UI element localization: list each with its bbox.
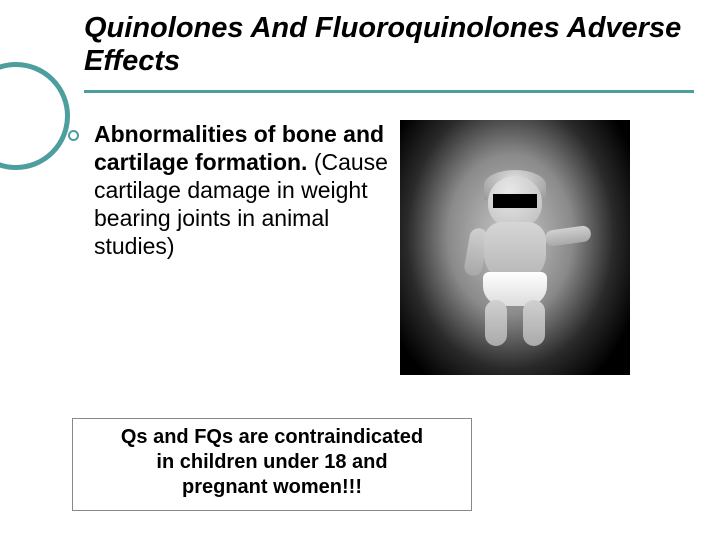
bullet-marker-icon xyxy=(68,130,79,141)
infant-leg-right xyxy=(523,300,545,346)
slide-title: Quinolones And Fluoroquinolones Adverse … xyxy=(84,12,694,79)
censor-bar xyxy=(493,194,537,208)
infant-figure xyxy=(465,176,565,346)
title-area: Quinolones And Fluoroquinolones Adverse … xyxy=(84,12,694,79)
circle-accent xyxy=(0,62,70,170)
bullet-area: Abnormalities of bone and cartilage form… xyxy=(68,120,398,260)
contra-line2: in children under 18 and xyxy=(156,451,387,473)
infant-head xyxy=(488,176,542,228)
medical-photo xyxy=(400,120,630,375)
contraindication-box: Qs and FQs are contraindicated in childr… xyxy=(72,418,472,511)
contra-line3: pregnant women!!! xyxy=(182,476,362,498)
contra-line1: Qs and FQs are contraindicated xyxy=(121,426,423,448)
bullet-text: Abnormalities of bone and cartilage form… xyxy=(94,120,398,260)
infant-leg-left xyxy=(485,300,507,346)
contraindication-text: Qs and FQs are contraindicated in childr… xyxy=(83,425,461,500)
title-underline xyxy=(84,90,694,93)
